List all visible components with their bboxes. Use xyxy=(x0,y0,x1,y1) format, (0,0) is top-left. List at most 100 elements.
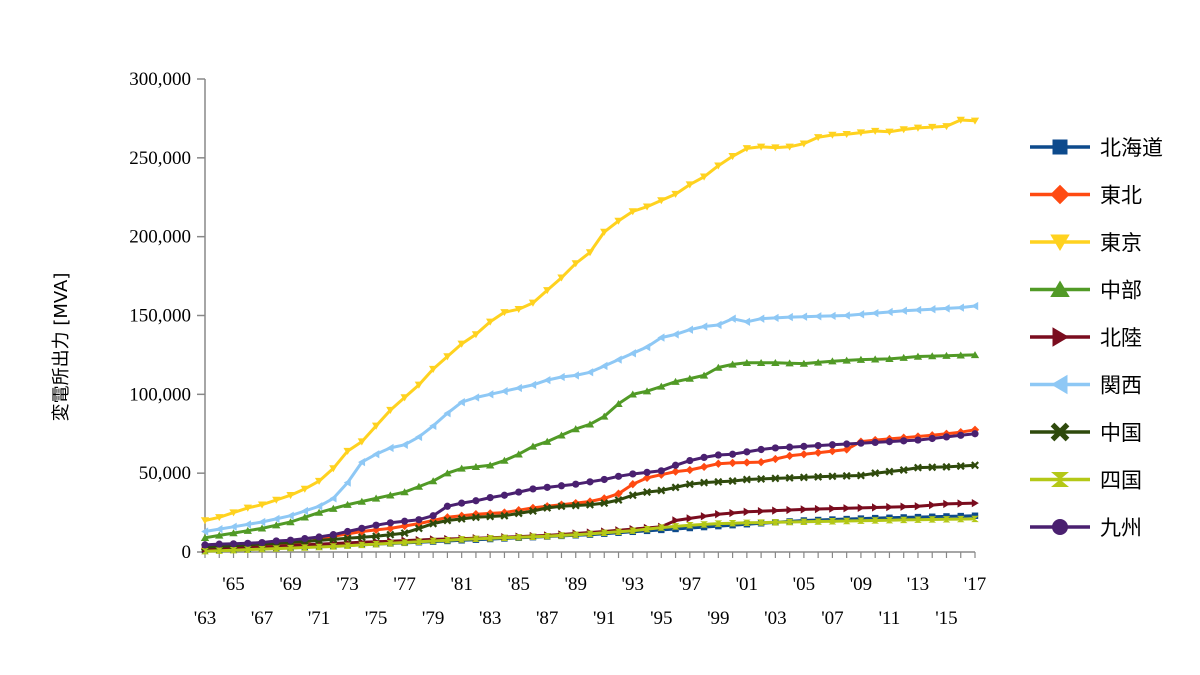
data-point xyxy=(700,322,708,331)
data-point xyxy=(914,305,922,315)
series-line xyxy=(204,432,976,547)
data-point xyxy=(715,510,723,519)
data-point xyxy=(486,461,495,469)
data-point xyxy=(799,140,809,148)
data-point xyxy=(286,518,295,526)
data-point xyxy=(699,462,709,472)
series-8 xyxy=(201,515,979,555)
x-tick-label: '75 xyxy=(365,608,387,629)
data-point xyxy=(971,498,979,508)
data-point xyxy=(543,503,552,512)
data-point xyxy=(286,492,295,500)
data-point xyxy=(800,518,808,525)
x-tick-label: '77 xyxy=(393,574,415,595)
data-point xyxy=(728,360,737,368)
data-point xyxy=(643,342,651,352)
y-tick-label: 250,000 xyxy=(129,148,191,169)
data-point xyxy=(714,320,722,330)
data-point xyxy=(928,463,937,472)
data-point xyxy=(443,353,452,361)
data-point xyxy=(614,399,623,407)
data-point xyxy=(372,540,380,548)
data-point xyxy=(728,153,737,161)
x-tick-label: '95 xyxy=(650,608,672,629)
data-point xyxy=(714,162,723,170)
data-point xyxy=(828,518,837,525)
legend-label: 関西 xyxy=(1100,374,1142,398)
data-point xyxy=(728,314,736,323)
data-point xyxy=(557,372,565,382)
data-point xyxy=(372,532,381,541)
data-point xyxy=(772,506,780,515)
data-point xyxy=(771,454,780,464)
data-point xyxy=(386,406,395,414)
data-point xyxy=(828,311,836,321)
data-point xyxy=(329,543,338,550)
x-tick-label: '81 xyxy=(450,574,472,595)
data-point xyxy=(486,509,495,518)
data-point xyxy=(386,540,395,547)
x-tick-label: '11 xyxy=(879,608,901,629)
data-point xyxy=(257,501,267,509)
data-point xyxy=(942,351,951,359)
data-point xyxy=(871,127,880,135)
data-point xyxy=(429,537,437,545)
data-point xyxy=(528,442,538,450)
x-tick-label: '01 xyxy=(736,574,758,595)
data-point xyxy=(928,123,937,131)
data-point xyxy=(857,439,865,447)
legend-item: 九州 xyxy=(1030,516,1142,540)
data-point xyxy=(699,371,709,379)
data-point xyxy=(828,357,837,365)
x-tick-label: '71 xyxy=(308,608,330,629)
data-point xyxy=(956,515,965,523)
data-point xyxy=(458,499,466,507)
data-point xyxy=(386,491,395,499)
series-line xyxy=(204,118,976,522)
data-point xyxy=(842,311,850,320)
series-4 xyxy=(200,351,980,542)
data-point xyxy=(315,543,323,551)
data-point xyxy=(871,355,880,363)
legend-item: 北海道 xyxy=(1030,136,1163,160)
data-point xyxy=(286,544,295,552)
legend-label: 四国 xyxy=(1100,469,1142,493)
data-point xyxy=(914,436,922,444)
data-point xyxy=(871,469,880,478)
data-point xyxy=(315,533,323,541)
data-point xyxy=(243,526,252,534)
data-point xyxy=(500,387,508,396)
data-point xyxy=(571,260,580,268)
data-point xyxy=(913,463,922,472)
data-point xyxy=(799,450,809,459)
data-point xyxy=(843,504,851,513)
data-point xyxy=(928,305,936,314)
data-point xyxy=(471,463,481,471)
legend-item: 北陸 xyxy=(1030,326,1142,350)
data-point xyxy=(343,500,352,508)
data-point xyxy=(771,313,779,323)
x-tick-label: '79 xyxy=(422,608,444,629)
data-point xyxy=(800,442,808,450)
legend-label: 中国 xyxy=(1100,421,1142,445)
data-point xyxy=(643,488,652,497)
legend-item: 関西 xyxy=(1030,374,1142,398)
data-point xyxy=(372,521,380,529)
data-point xyxy=(201,527,209,536)
legend-marker xyxy=(1050,234,1070,251)
data-point xyxy=(743,519,751,527)
data-point xyxy=(742,358,752,366)
data-point xyxy=(828,472,837,481)
data-point xyxy=(229,546,238,554)
data-point xyxy=(814,472,823,481)
data-point xyxy=(756,143,766,151)
data-point xyxy=(885,467,894,476)
data-point xyxy=(771,444,779,452)
data-point xyxy=(900,437,908,445)
data-point xyxy=(842,445,851,454)
data-point xyxy=(400,440,408,449)
data-point xyxy=(215,531,224,539)
data-point xyxy=(628,349,636,358)
data-point xyxy=(956,462,965,471)
data-point xyxy=(200,517,210,525)
